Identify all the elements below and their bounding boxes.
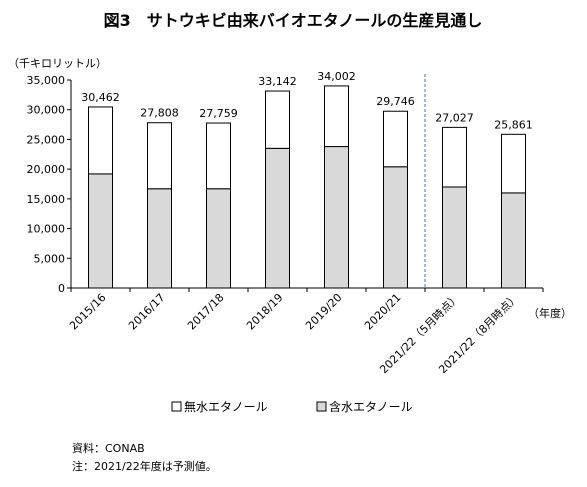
data-label-total: 34,002 bbox=[317, 70, 356, 83]
x-tick-label: 2019/20 bbox=[303, 291, 345, 333]
bar-segment-anhydrous bbox=[501, 133, 526, 194]
x-tick-label: 2016/17 bbox=[126, 291, 168, 333]
data-label-total: 30,462 bbox=[81, 91, 120, 104]
y-tick-label: 10,000 bbox=[27, 223, 66, 236]
bar-segment-hydrous bbox=[88, 173, 113, 289]
chart-title: 図3 サトウキビ由来バイオエタノールの生産見通し bbox=[104, 11, 483, 30]
data-label-total: 29,746 bbox=[376, 95, 415, 108]
x-tick-label: 2020/21 bbox=[362, 291, 404, 333]
bar-segment-anhydrous bbox=[88, 106, 113, 175]
data-label-total: 27,808 bbox=[140, 107, 179, 120]
bar-segment-anhydrous bbox=[265, 90, 290, 149]
bar-segment-hydrous bbox=[206, 188, 231, 289]
y-tick-label: 15,000 bbox=[27, 193, 66, 206]
legend: 無水エタノール 含水エタノール bbox=[171, 399, 413, 414]
footnote-note: 注：2021/22年度は予測値。 bbox=[72, 459, 217, 473]
data-label-total: 33,142 bbox=[258, 75, 297, 88]
data-label-total: 27,759 bbox=[199, 107, 238, 120]
legend-swatch bbox=[171, 401, 182, 412]
bar-segment-anhydrous bbox=[442, 126, 467, 188]
y-tick-label: 5,000 bbox=[34, 252, 66, 265]
x-axis-label: （年度） bbox=[528, 306, 572, 320]
bar-segment-anhydrous bbox=[324, 85, 349, 148]
data-label-total: 27,027 bbox=[435, 111, 474, 124]
bar-segment-hydrous bbox=[501, 192, 526, 289]
y-tick-label: 0 bbox=[58, 282, 65, 295]
bar-segment-hydrous bbox=[147, 188, 172, 289]
bar-segment-anhydrous bbox=[206, 122, 231, 190]
legend-label: 含水エタノール bbox=[329, 399, 413, 414]
x-tick-label: 2017/18 bbox=[185, 291, 227, 333]
bar-segment-hydrous bbox=[383, 166, 408, 289]
y-unit-label: （千キロリットル） bbox=[8, 57, 107, 70]
x-tick-label: 2018/19 bbox=[244, 291, 286, 333]
y-tick-label: 20,000 bbox=[27, 163, 66, 176]
bar-segment-hydrous bbox=[324, 146, 349, 289]
footnote-source: 資料：CONAB bbox=[72, 441, 145, 455]
legend-label: 無水エタノール bbox=[184, 399, 268, 414]
legend-swatch bbox=[316, 401, 327, 412]
bar-segment-anhydrous bbox=[147, 122, 172, 190]
bar-segment-anhydrous bbox=[383, 110, 408, 168]
bar-segment-hydrous bbox=[265, 147, 290, 289]
y-tick-label: 35,000 bbox=[27, 74, 66, 87]
x-tick-label: 2015/16 bbox=[67, 291, 109, 333]
y-tick-label: 30,000 bbox=[27, 104, 66, 117]
bar-segment-hydrous bbox=[442, 186, 467, 289]
data-label-total: 25,861 bbox=[494, 118, 533, 131]
y-tick-label: 25,000 bbox=[27, 133, 66, 146]
plot-area: 0 5,000 10,000 15,000 20,000 25,000 30,000 35,0… bbox=[27, 70, 544, 376]
